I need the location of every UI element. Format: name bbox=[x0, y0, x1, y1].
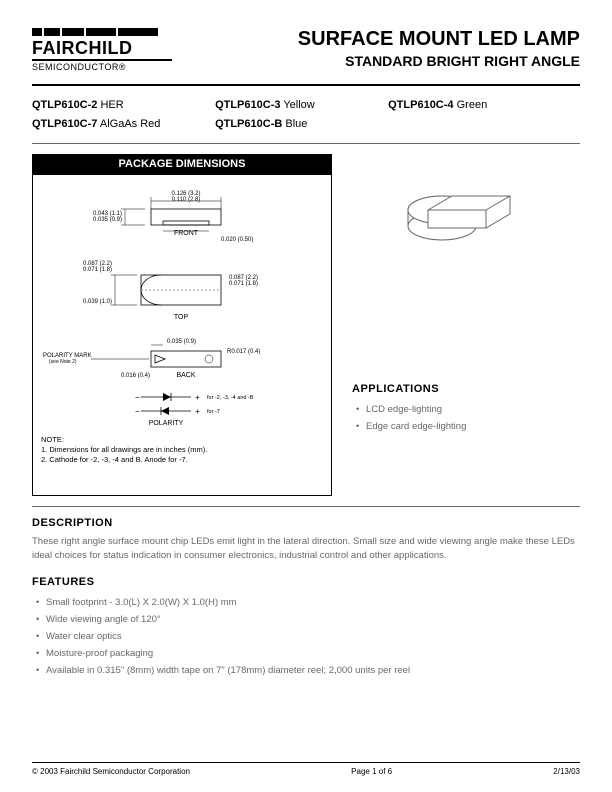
svg-text:for -2, -3, -4 and -B: for -2, -3, -4 and -B bbox=[207, 395, 254, 401]
part-pn: QTLP610C-2 bbox=[32, 99, 97, 111]
list-item: Edge card edge-lighting bbox=[356, 418, 580, 435]
isometric-icon bbox=[392, 160, 532, 270]
part-pn: QTLP610C-B bbox=[215, 118, 282, 130]
list-item: Moisture-proof packaging bbox=[36, 645, 580, 662]
applications-header: APPLICATIONS bbox=[352, 383, 580, 395]
logo-name: FAIRCHILD bbox=[32, 38, 172, 59]
svg-text:(see Note 2): (see Note 2) bbox=[49, 359, 77, 365]
page-title: SURFACE MOUNT LED LAMP bbox=[298, 28, 580, 51]
package-notes: NOTE: 1. Dimensions for all drawings are… bbox=[41, 435, 323, 464]
package-header: PACKAGE DIMENSIONS bbox=[32, 154, 332, 174]
list-item: Wide viewing angle of 120° bbox=[36, 611, 580, 628]
svg-text:0.035 (0.9): 0.035 (0.9) bbox=[93, 217, 122, 223]
footer-date: 2/13/03 bbox=[553, 767, 580, 776]
logo-bars-icon bbox=[32, 28, 172, 36]
svg-text:0.020 (0.50): 0.020 (0.50) bbox=[221, 237, 253, 243]
title-block: SURFACE MOUNT LED LAMP STANDARD BRIGHT R… bbox=[298, 28, 580, 69]
note-item: 2. Cathode for -2, -3, -4 and B. Anode f… bbox=[41, 455, 323, 465]
svg-text:POLARITY: POLARITY bbox=[149, 420, 184, 427]
part-desc: Green bbox=[457, 99, 488, 111]
features-header: FEATURES bbox=[32, 576, 580, 588]
list-item: Water clear optics bbox=[36, 628, 580, 645]
part-pn: QTLP610C-4 bbox=[388, 99, 453, 111]
svg-text:0.039 (1.0): 0.039 (1.0) bbox=[83, 299, 112, 305]
part-desc: HER bbox=[100, 99, 123, 111]
svg-text:for -7: for -7 bbox=[207, 409, 220, 415]
part-pn: QTLP610C-3 bbox=[215, 99, 280, 111]
svg-text:BACK: BACK bbox=[176, 372, 195, 379]
list-item: Available in 0.315" (8mm) width tape on … bbox=[36, 662, 580, 679]
applications-list: LCD edge-lighting Edge card edge-lightin… bbox=[352, 401, 580, 435]
right-column: APPLICATIONS LCD edge-lighting Edge card… bbox=[352, 154, 580, 496]
logo: FAIRCHILD SEMICONDUCTOR® bbox=[32, 28, 172, 72]
note-item: 1. Dimensions for all drawings are in in… bbox=[41, 445, 323, 455]
footer: © 2003 Fairchild Semiconductor Corporati… bbox=[32, 762, 580, 776]
svg-text:−: − bbox=[135, 393, 140, 402]
part-desc: Blue bbox=[285, 118, 307, 130]
svg-text:R0.017 (0.4): R0.017 (0.4) bbox=[227, 349, 260, 355]
header: FAIRCHILD SEMICONDUCTOR® SURFACE MOUNT L… bbox=[32, 28, 580, 72]
footer-copyright: © 2003 Fairchild Semiconductor Corporati… bbox=[32, 767, 190, 776]
footer-page: Page 1 of 6 bbox=[351, 767, 392, 776]
list-item: Small footprint - 3.0(L) X 2.0(W) X 1.0(… bbox=[36, 594, 580, 611]
package-column: PACKAGE DIMENSIONS 0.126 (3.2) 0.110 (2.… bbox=[32, 154, 332, 496]
dimension-drawing-icon: 0.126 (3.2) 0.110 (2.8) 0.043 (1.1) 0.03… bbox=[41, 181, 325, 431]
divider bbox=[32, 84, 580, 86]
svg-text:−: − bbox=[135, 407, 140, 416]
divider bbox=[32, 143, 580, 144]
part-pn: QTLP610C-7 bbox=[32, 118, 97, 130]
svg-text:+: + bbox=[195, 407, 200, 416]
part-desc: Yellow bbox=[283, 99, 314, 111]
svg-text:TOP: TOP bbox=[174, 314, 189, 321]
svg-text:0.110 (2.8): 0.110 (2.8) bbox=[172, 197, 201, 203]
logo-sub: SEMICONDUCTOR® bbox=[32, 59, 172, 72]
page-subtitle: STANDARD BRIGHT RIGHT ANGLE bbox=[298, 53, 580, 69]
part-numbers: QTLP610C-2 HER QTLP610C-3 Yellow QTLP610… bbox=[32, 96, 580, 133]
description-text: These right angle surface mount chip LED… bbox=[32, 535, 580, 562]
svg-text:0.035 (0.9): 0.035 (0.9) bbox=[167, 339, 196, 345]
part-desc: AlGaAs Red bbox=[100, 118, 161, 130]
features-list: Small footprint - 3.0(L) X 2.0(W) X 1.0(… bbox=[32, 594, 580, 679]
package-diagram: 0.126 (3.2) 0.110 (2.8) 0.043 (1.1) 0.03… bbox=[32, 174, 332, 496]
list-item: LCD edge-lighting bbox=[356, 401, 580, 418]
svg-text:0.071 (1.8): 0.071 (1.8) bbox=[229, 281, 258, 287]
svg-text:0.016 (0.4): 0.016 (0.4) bbox=[121, 373, 150, 379]
svg-text:0.071 (1.8): 0.071 (1.8) bbox=[83, 267, 112, 273]
svg-text:+: + bbox=[195, 393, 200, 402]
description-header: DESCRIPTION bbox=[32, 517, 580, 529]
notes-label: NOTE: bbox=[41, 435, 323, 445]
divider bbox=[32, 506, 580, 507]
